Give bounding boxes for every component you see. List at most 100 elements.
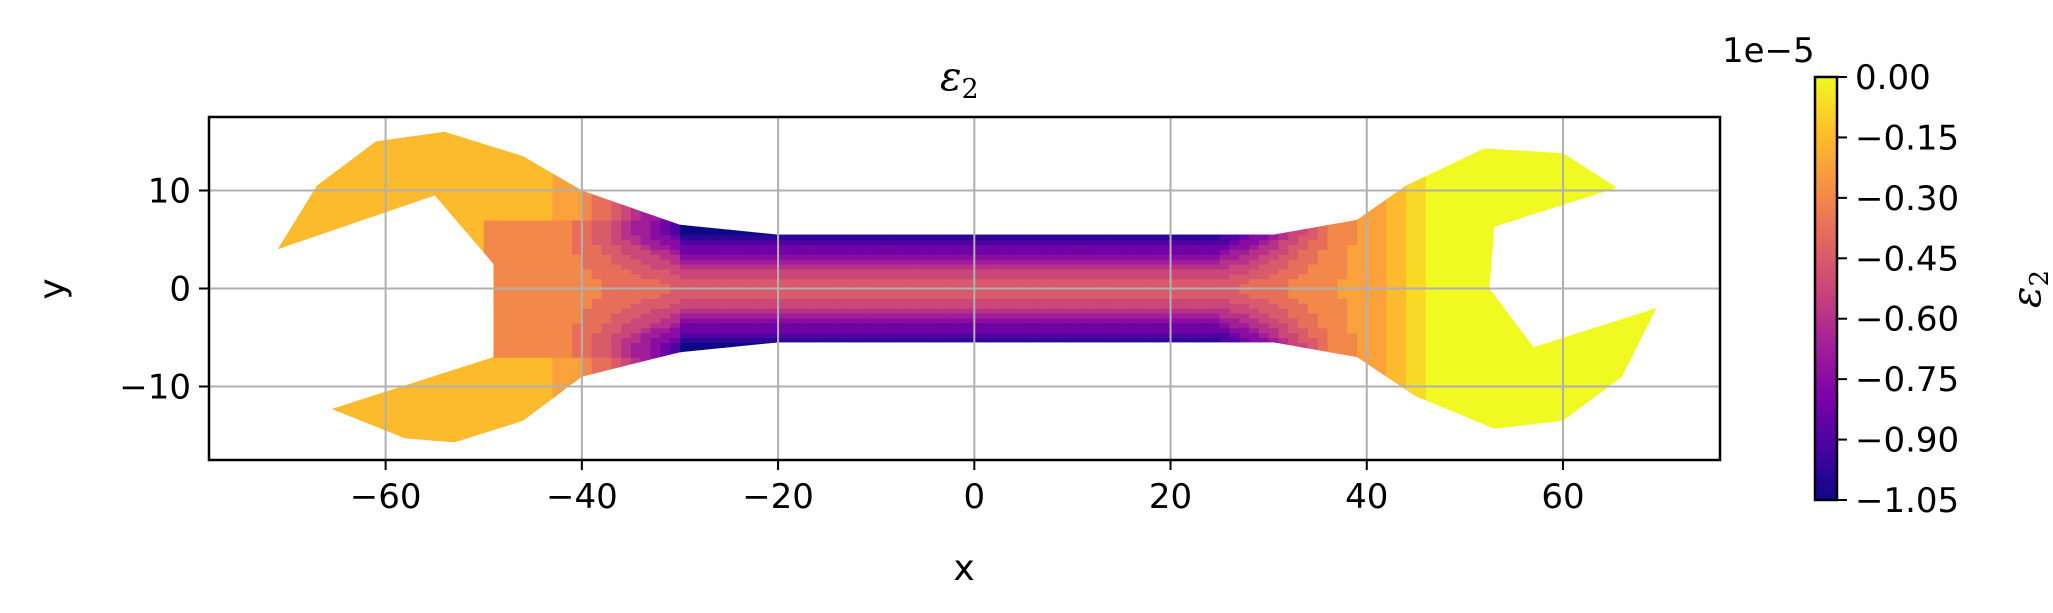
field-cell [925, 337, 936, 343]
field-cell [797, 259, 809, 265]
field-cell [454, 180, 465, 187]
field-cell [1003, 342, 1015, 348]
field-cell [346, 131, 357, 138]
field-cell [630, 180, 642, 187]
field-cell [621, 219, 632, 226]
field-cell [895, 200, 907, 206]
field-cell [542, 195, 554, 201]
field-cell [316, 391, 328, 397]
field-cell [395, 239, 406, 245]
field-cell [817, 293, 828, 299]
field-cell [473, 259, 485, 265]
field-cell [395, 415, 406, 422]
field-cell [993, 249, 1005, 255]
field-cell [807, 229, 818, 236]
field-cell [503, 273, 514, 280]
field-cell [925, 420, 936, 427]
field-cell [787, 288, 799, 294]
field-cell [876, 166, 887, 172]
field-cell [836, 278, 848, 285]
field-cell [827, 219, 838, 226]
field-cell [307, 435, 318, 441]
field-cell [621, 303, 632, 309]
field-cell [738, 425, 750, 432]
field-cell [287, 371, 298, 378]
field-cell [748, 283, 760, 290]
field-cell [876, 195, 887, 201]
field-cell [307, 170, 318, 177]
field-cell [719, 342, 730, 348]
field-cell [895, 131, 907, 133]
field-cell [944, 396, 956, 402]
field-cell [836, 273, 848, 280]
field-cell [738, 376, 750, 383]
field-cell [925, 411, 936, 417]
field-cell [395, 215, 406, 221]
field-cell [895, 322, 907, 329]
field-cell [954, 327, 966, 334]
field-cell [297, 215, 308, 221]
field-cell [591, 268, 603, 275]
field-cell [572, 264, 583, 270]
field-cell [866, 342, 877, 348]
field-cell [395, 195, 406, 201]
field-cell [621, 215, 632, 221]
field-cell [405, 131, 416, 133]
field-cell [522, 308, 534, 314]
field-cell [454, 259, 465, 265]
field-cell [670, 362, 681, 368]
field-cell [944, 357, 956, 363]
field-cell [444, 200, 455, 206]
field-cell [532, 415, 544, 422]
field-cell [836, 371, 848, 378]
field-cell [846, 131, 858, 138]
field-cell [277, 210, 279, 216]
field-cell [866, 234, 877, 241]
field-cell [719, 166, 730, 172]
field-cell [552, 401, 563, 407]
field-cell [650, 293, 661, 299]
field-cell [719, 131, 730, 133]
field-cell [787, 161, 799, 167]
field-cell [729, 342, 740, 348]
field-cell [699, 219, 710, 226]
field-cell [915, 376, 926, 383]
field-cell [297, 376, 308, 383]
field-cell [385, 415, 397, 422]
field-cell [944, 268, 956, 275]
field-cell [611, 141, 622, 147]
field-cell [836, 170, 848, 177]
field-cell [895, 195, 907, 201]
field-cell [738, 371, 750, 378]
field-cell [385, 190, 397, 196]
field-cell [572, 371, 583, 378]
field-cell [954, 131, 966, 133]
field-cell [905, 293, 917, 299]
field-cell [993, 219, 1005, 226]
field-cell [277, 195, 279, 201]
field-cell [336, 352, 347, 358]
field-cell [650, 229, 661, 236]
field-cell [817, 303, 828, 309]
field-cell [385, 401, 397, 407]
field-cell [984, 273, 995, 280]
field-cell [385, 264, 397, 270]
field-cell [758, 175, 769, 182]
field-cell [444, 303, 455, 309]
field-cell [915, 131, 926, 138]
field-cell [827, 406, 838, 412]
field-cell [974, 327, 985, 334]
field-cell [464, 224, 475, 231]
field-cell [935, 224, 946, 231]
field-cell [699, 264, 710, 270]
field-cell [395, 425, 406, 432]
field-cell [562, 254, 573, 260]
field-cell [611, 146, 622, 152]
field-cell [905, 298, 917, 304]
field-cell [297, 210, 308, 216]
field-cell [601, 234, 612, 241]
field-cell [444, 381, 455, 388]
field-cell [964, 313, 975, 319]
field-cell [513, 239, 524, 245]
field-cell [915, 244, 926, 250]
